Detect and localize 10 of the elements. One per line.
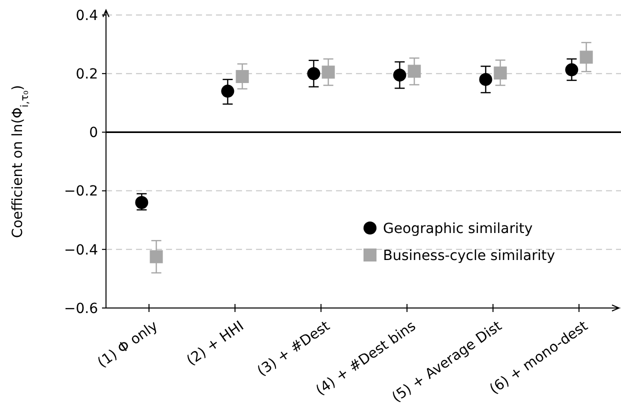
y-tick-label: −0.2: [64, 184, 98, 200]
x-tick-label: (2) + HHI: [184, 318, 247, 369]
y-tick-label: 0: [89, 125, 98, 142]
y-tick-label: −0.6: [64, 300, 98, 317]
legend-label: Business-cycle similarity: [383, 248, 556, 264]
y-tick-label: −0.4: [64, 242, 98, 258]
y-tick-label: 0.2: [76, 66, 98, 82]
legend-label: Geographic similarity: [383, 220, 533, 237]
x-tick-label: (1) Φ only: [94, 318, 161, 372]
y-tick-label: 0.4: [76, 8, 98, 24]
